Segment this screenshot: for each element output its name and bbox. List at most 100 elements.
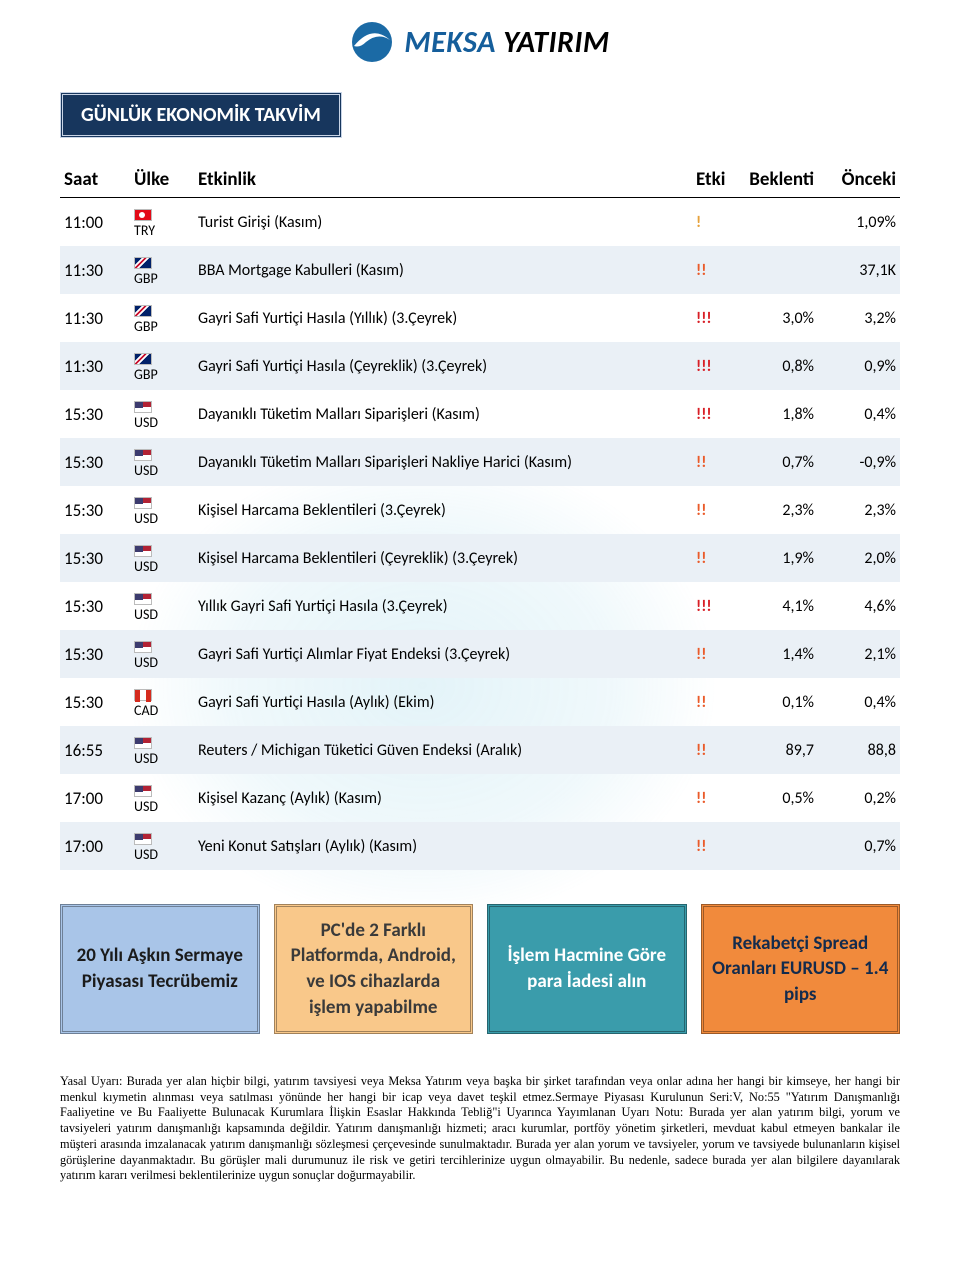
cell-currency: USD [130, 774, 194, 822]
usd-flag-icon [134, 737, 152, 749]
usd-flag-icon [134, 641, 152, 653]
currency-code: USD [134, 414, 158, 431]
table-row: 11:00TRYTurist Girişi (Kasım)!1,09% [60, 198, 900, 247]
cell-time: 15:30 [60, 390, 130, 438]
cell-forecast: 89,7 [736, 726, 818, 774]
currency-code: USD [134, 462, 158, 479]
currency-code: USD [134, 798, 158, 815]
cell-previous: 0,4% [818, 678, 900, 726]
legal-disclaimer: Yasal Uyarı: Burada yer alan hiçbir bilg… [60, 1074, 900, 1184]
table-row: 11:30GBPGayri Safi Yurtiçi Hasıla (Çeyre… [60, 342, 900, 390]
table-header-row: Saat Ülke Etkinlik Etki Beklenti Önceki [60, 160, 900, 198]
cell-previous: 4,6% [818, 582, 900, 630]
cell-impact: !! [692, 534, 736, 582]
col-impact: Etki [692, 160, 736, 198]
cad-flag-icon [134, 689, 152, 701]
cell-time: 17:00 [60, 774, 130, 822]
cell-event: Dayanıklı Tüketim Malları Siparişleri (K… [194, 390, 692, 438]
cell-impact: !!! [692, 342, 736, 390]
cell-event: Kişisel Harcama Beklentileri (Çeyreklik)… [194, 534, 692, 582]
cell-currency: USD [130, 726, 194, 774]
gbp-flag-icon [134, 257, 152, 269]
cell-event: Dayanıklı Tüketim Malları Siparişleri Na… [194, 438, 692, 486]
promo-box-platforms: PC'de 2 Farklı Platformda, Android, ve I… [274, 904, 474, 1034]
cell-impact: !! [692, 438, 736, 486]
economic-calendar-table: Saat Ülke Etkinlik Etki Beklenti Önceki … [60, 160, 900, 870]
brand-logo-text: MEKSA YATIRIM [404, 24, 609, 61]
cell-time: 11:30 [60, 294, 130, 342]
promo-box-spreads: Rekabetçi Spread Oranları EURUSD – 1.4 p… [701, 904, 901, 1034]
cell-currency: USD [130, 438, 194, 486]
cell-forecast: 0,5% [736, 774, 818, 822]
cell-impact: ! [692, 198, 736, 247]
cell-forecast: 0,7% [736, 438, 818, 486]
currency-code: USD [134, 606, 158, 623]
cell-event: Yeni Konut Satışları (Aylık) (Kasım) [194, 822, 692, 870]
cell-event: Kişisel Harcama Beklentileri (3.Çeyrek) [194, 486, 692, 534]
promo-box-experience: 20 Yılı Aşkın Sermaye Piyasası Tecrübemi… [60, 904, 260, 1034]
promo-box-rebate: İşlem Hacmine Göre para İadesi alın [487, 904, 687, 1034]
cell-previous: 2,0% [818, 534, 900, 582]
col-event: Etkinlik [194, 160, 692, 198]
gbp-flag-icon [134, 305, 152, 317]
usd-flag-icon [134, 593, 152, 605]
cell-impact: !! [692, 246, 736, 294]
usd-flag-icon [134, 449, 152, 461]
brand-logo-icon [350, 20, 394, 64]
table-row: 16:55USD Reuters / Michigan Tüketici Güve… [60, 726, 900, 774]
cell-time: 15:30 [60, 438, 130, 486]
cell-forecast: 4,1% [736, 582, 818, 630]
cell-currency: USD [130, 582, 194, 630]
cell-currency: USD [130, 534, 194, 582]
usd-flag-icon [134, 545, 152, 557]
usd-flag-icon [134, 401, 152, 413]
usd-flag-icon [134, 497, 152, 509]
cell-impact: !!! [692, 390, 736, 438]
cell-event: Yıllık Gayri Safi Yurtiçi Hasıla (3.Çeyr… [194, 582, 692, 630]
cell-event: Gayri Safi Yurtiçi Alımlar Fiyat Endeksi… [194, 630, 692, 678]
cell-previous: 1,09% [818, 198, 900, 247]
cell-previous: 2,3% [818, 486, 900, 534]
cell-currency: CAD [130, 678, 194, 726]
usd-flag-icon [134, 785, 152, 797]
cell-currency: USD [130, 486, 194, 534]
col-previous: Önceki [818, 160, 900, 198]
cell-forecast [736, 198, 818, 247]
currency-code: USD [134, 510, 158, 527]
promo-row: 20 Yılı Aşkın Sermaye Piyasası Tecrübemi… [60, 904, 900, 1034]
cell-forecast: 0,1% [736, 678, 818, 726]
cell-event: Gayri Safi Yurtiçi Hasıla (Çeyreklik) (3… [194, 342, 692, 390]
cell-previous: 3,2% [818, 294, 900, 342]
currency-code: GBP [134, 366, 158, 383]
cell-previous: 88,8 [818, 726, 900, 774]
cell-time: 17:00 [60, 822, 130, 870]
cell-time: 15:30 [60, 678, 130, 726]
try-flag-icon [134, 209, 152, 221]
cell-event: Reuters / Michigan Tüketici Güven Endeks… [194, 726, 692, 774]
col-forecast: Beklenti [736, 160, 818, 198]
cell-event: Gayri Safi Yurtiçi Hasıla (Aylık) (Ekim) [194, 678, 692, 726]
cell-previous: -0,9% [818, 438, 900, 486]
currency-code: GBP [134, 270, 158, 287]
cell-time: 15:30 [60, 630, 130, 678]
cell-previous: 0,7% [818, 822, 900, 870]
cell-event: BBA Mortgage Kabulleri (Kasım) [194, 246, 692, 294]
col-time: Saat [60, 160, 130, 198]
cell-impact: !! [692, 678, 736, 726]
table-row: 11:30GBPGayri Safi Yurtiçi Hasıla (Yıllı… [60, 294, 900, 342]
disclaimer-label: Yasal Uyarı: [60, 1074, 122, 1088]
cell-time: 15:30 [60, 582, 130, 630]
cell-event: Kişisel Kazanç (Aylık) (Kasım) [194, 774, 692, 822]
cell-previous: 0,2% [818, 774, 900, 822]
currency-code: USD [134, 750, 158, 767]
cell-impact: !! [692, 630, 736, 678]
cell-currency: TRY [130, 198, 194, 247]
cell-event: Turist Girişi (Kasım) [194, 198, 692, 247]
currency-code: USD [134, 846, 158, 863]
gbp-flag-icon [134, 353, 152, 365]
cell-forecast: 3,0% [736, 294, 818, 342]
table-row: 15:30USDKişisel Harcama Beklentileri (3.… [60, 486, 900, 534]
cell-forecast [736, 822, 818, 870]
currency-code: CAD [134, 702, 158, 719]
cell-time: 16:55 [60, 726, 130, 774]
